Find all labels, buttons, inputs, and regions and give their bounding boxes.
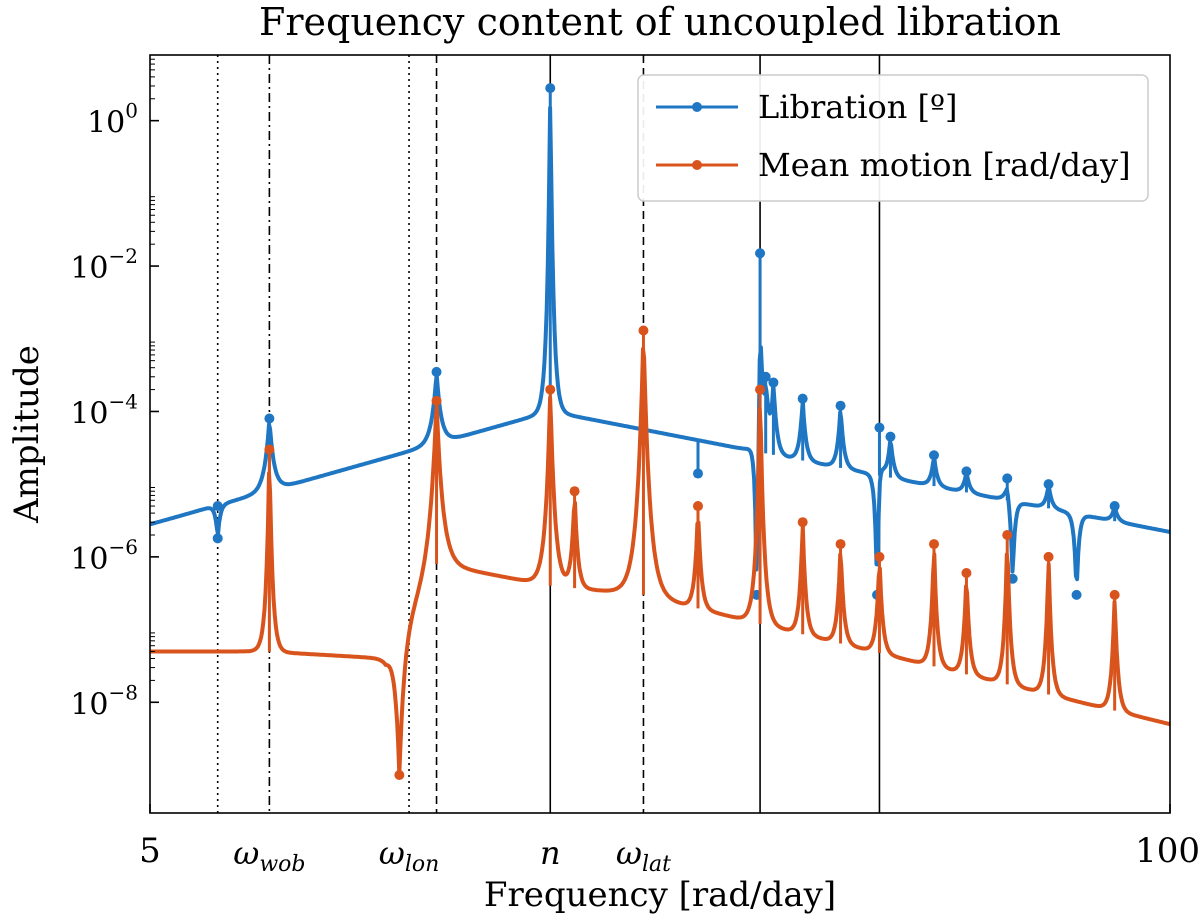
x-tick-label-1: 100 xyxy=(1135,831,1200,871)
y-tick-label-4: 10−8 xyxy=(70,680,138,722)
series-0-peak-marker-5 xyxy=(692,468,703,479)
series-0-dip-marker-0 xyxy=(212,533,223,544)
series-1 xyxy=(149,325,1171,780)
series-1-peak-marker-6 xyxy=(755,384,766,395)
x-axis-label: Frequency [rad/day] xyxy=(484,875,836,915)
x-axis-ticks: 5 100 xyxy=(139,804,1200,871)
series-1-peak-marker-8 xyxy=(835,539,846,550)
series-1-peak-marker-1 xyxy=(431,395,442,406)
series-1-dip-marker-0 xyxy=(394,769,405,780)
data-series xyxy=(149,83,1171,780)
series-line-1 xyxy=(149,346,1171,777)
legend-marker-mean-motion xyxy=(692,160,702,170)
reference-line-label-2: ωlon xyxy=(379,834,440,877)
reference-line-labels: ωwob ωlon n ωlat xyxy=(233,834,671,877)
x-tick-label-0: 5 xyxy=(139,831,161,871)
series-0-peak-marker-9 xyxy=(797,393,808,404)
series-0-peak-marker-6 xyxy=(755,248,766,259)
series-1-peak-marker-11 xyxy=(961,568,972,579)
series-1-peak-marker-13 xyxy=(1043,551,1054,562)
series-1-peak-marker-2 xyxy=(545,384,556,395)
series-0-peak-marker-13 xyxy=(928,450,939,461)
series-1-peak-marker-12 xyxy=(1002,529,1013,540)
series-0-peak-marker-17 xyxy=(1109,501,1120,512)
series-1-peak-marker-5 xyxy=(692,501,703,512)
chart-title: Frequency content of uncoupled libration xyxy=(259,0,1061,44)
series-0-dip-marker-4 xyxy=(1071,589,1082,600)
series-0-peak-marker-12 xyxy=(885,431,896,442)
y-axis-ticks: 100 10−2 10−4 10−6 10−8 xyxy=(70,58,159,722)
series-0-peak-marker-16 xyxy=(1043,479,1054,490)
plot-frame xyxy=(149,54,1171,814)
reference-line-label-4: n xyxy=(540,834,561,872)
series-0-peak-marker-7 xyxy=(760,371,771,382)
series-0-peak-marker-14 xyxy=(961,466,972,477)
series-1-peak-marker-7 xyxy=(797,517,808,528)
series-1-peak-marker-10 xyxy=(928,539,939,550)
y-tick-label-2: 10−4 xyxy=(70,389,138,431)
legend-label-mean-motion: Mean motion [rad/day] xyxy=(758,146,1131,184)
legend: Libration [º] Mean motion [rad/day] xyxy=(637,74,1149,202)
series-1-peak-marker-14 xyxy=(1109,589,1120,600)
legend-box xyxy=(637,74,1149,202)
series-0-peak-marker-3 xyxy=(545,83,556,94)
series-0-peak-marker-2 xyxy=(431,366,442,377)
reference-line-label-1: ωwob xyxy=(233,834,305,877)
y-tick-label-3: 10−6 xyxy=(70,535,138,577)
y-axis-label: Amplitude xyxy=(7,345,47,524)
series-0-peak-marker-10 xyxy=(835,400,846,411)
series-line-0 xyxy=(149,105,1171,582)
reference-line-label-5: ωlat xyxy=(616,834,671,877)
legend-label-libration: Libration [º] xyxy=(758,88,958,126)
series-0-peak-marker-11 xyxy=(874,422,885,433)
series-0-peak-marker-15 xyxy=(1002,473,1013,484)
y-tick-label-1: 10−2 xyxy=(70,244,138,286)
series-1-peak-marker-4 xyxy=(638,325,649,336)
series-1-peak-marker-3 xyxy=(569,486,580,497)
series-0-peak-marker-8 xyxy=(768,377,779,388)
series-1-peak-marker-9 xyxy=(874,551,885,562)
series-1-peak-marker-0 xyxy=(264,444,275,455)
series-0-peak-marker-0 xyxy=(212,501,223,512)
y-tick-label-0: 100 xyxy=(87,99,138,141)
series-0-peak-marker-1 xyxy=(264,413,275,424)
legend-marker-libration xyxy=(692,102,702,112)
